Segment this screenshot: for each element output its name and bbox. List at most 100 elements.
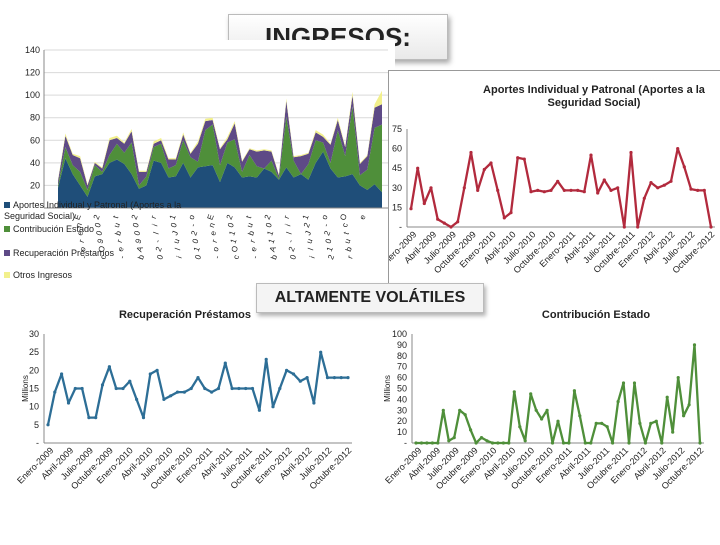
x-tick-char: E bbox=[206, 213, 216, 221]
x-tick-char: b bbox=[344, 245, 354, 253]
x-tick-char: 1 bbox=[267, 237, 277, 245]
y-tick-label: 30 bbox=[29, 329, 39, 339]
x-tick-char: e bbox=[249, 245, 259, 253]
x-tick-char: 0 bbox=[93, 221, 103, 229]
x-tick-char: 2 bbox=[326, 253, 336, 261]
x-tick-char: l bbox=[173, 247, 182, 252]
x-tick-char: 1 bbox=[168, 213, 178, 221]
data-point bbox=[271, 405, 275, 409]
data-point bbox=[474, 441, 478, 445]
x-tick-char: 2 bbox=[263, 213, 273, 221]
x-tick-char: l bbox=[306, 247, 315, 252]
y-tick-label: 10 bbox=[29, 402, 39, 412]
x-tick-char: i bbox=[175, 255, 184, 260]
data-point bbox=[312, 401, 316, 405]
y-tick-label: 100 bbox=[392, 329, 407, 339]
data-point bbox=[600, 421, 604, 425]
x-tick-char: O bbox=[97, 245, 108, 254]
aportes-svg: Aportes Individual y Patronal (Aportes a… bbox=[378, 84, 716, 275]
x-tick-char: b bbox=[246, 229, 256, 237]
data-point bbox=[425, 441, 429, 445]
data-point bbox=[698, 441, 702, 445]
data-point bbox=[627, 441, 631, 445]
legend-label: Otros Ingresos bbox=[13, 270, 73, 280]
x-tick-char: c bbox=[231, 254, 241, 261]
data-point bbox=[567, 441, 571, 445]
y-tick-label: 100 bbox=[25, 90, 40, 100]
data-point bbox=[66, 401, 71, 405]
x-tick-char: u bbox=[305, 238, 315, 245]
y-tick-label: 80 bbox=[30, 113, 40, 123]
data-point bbox=[196, 376, 200, 380]
area-series-1 bbox=[58, 106, 382, 197]
data-point bbox=[419, 441, 424, 445]
data-point bbox=[203, 386, 207, 391]
data-point bbox=[512, 390, 516, 394]
y-tick-label: 90 bbox=[397, 340, 407, 350]
data-point bbox=[662, 183, 666, 187]
legend-label-cont: Seguridad Social) bbox=[4, 211, 75, 221]
data-point bbox=[629, 150, 633, 155]
x-tick-char: 0 bbox=[226, 221, 236, 229]
data-point bbox=[264, 357, 268, 361]
x-tick-char: - bbox=[117, 254, 126, 260]
chart-title: Seguridad Social) bbox=[548, 97, 641, 109]
x-tick-char: t bbox=[244, 214, 253, 220]
x-tick-char: 1 bbox=[265, 229, 275, 237]
data-point bbox=[414, 441, 418, 445]
x-tick-char: o bbox=[187, 213, 197, 221]
x-tick-char: b bbox=[136, 253, 146, 261]
data-point bbox=[636, 225, 640, 229]
data-point bbox=[649, 421, 653, 425]
legend-swatch bbox=[4, 272, 10, 278]
y-tick-label: 75 bbox=[392, 124, 402, 134]
data-point bbox=[696, 188, 700, 192]
x-tick-char: 0 bbox=[131, 221, 141, 229]
data-point bbox=[687, 403, 691, 407]
data-point bbox=[291, 372, 296, 376]
data-point bbox=[594, 421, 598, 425]
x-tick-char: 0 bbox=[264, 221, 274, 229]
data-point bbox=[237, 386, 241, 391]
y-tick-label: 50 bbox=[397, 384, 407, 394]
data-point bbox=[643, 441, 647, 445]
y-tick-label: - bbox=[399, 222, 402, 232]
data-point bbox=[550, 441, 555, 445]
data-point bbox=[436, 441, 440, 445]
legend-item: Aportes Individual y Patronal (Aportes a… bbox=[4, 200, 181, 221]
x-tick-char: A bbox=[135, 244, 146, 253]
x-tick-char: n bbox=[74, 222, 84, 229]
data-point bbox=[430, 441, 434, 445]
data-point bbox=[523, 439, 527, 443]
data-point bbox=[682, 414, 686, 418]
x-tick-char: 2 bbox=[302, 221, 312, 229]
x-tick-char: e bbox=[75, 229, 85, 237]
x-tick-char: A bbox=[268, 244, 279, 253]
data-point bbox=[462, 186, 466, 190]
x-tick-char: o bbox=[78, 245, 88, 253]
x-tick-char: 0 bbox=[193, 253, 203, 261]
data-point bbox=[489, 161, 493, 165]
data-point bbox=[128, 379, 132, 383]
data-point bbox=[682, 165, 686, 169]
y-tick-label: 70 bbox=[397, 362, 407, 372]
data-point bbox=[502, 216, 506, 220]
x-tick-char: J bbox=[170, 230, 180, 237]
data-point bbox=[319, 350, 323, 354]
data-point bbox=[534, 408, 538, 412]
x-tick-char: 2 bbox=[130, 213, 140, 221]
data-point bbox=[346, 376, 350, 380]
legend-item: Recuperación Préstamos bbox=[4, 248, 115, 258]
data-point bbox=[441, 408, 445, 412]
x-tick-char: 9 bbox=[134, 237, 144, 245]
data-point bbox=[182, 390, 186, 394]
x-tick-char: t bbox=[111, 214, 120, 220]
data-point bbox=[518, 425, 522, 429]
aportes-line-chart: Aportes Individual y Patronal (Aportes a… bbox=[378, 70, 720, 310]
data-point bbox=[452, 436, 456, 440]
x-tick-char: 2 bbox=[189, 229, 199, 237]
x-tick-char: 1 bbox=[325, 245, 335, 253]
x-tick-char: 9 bbox=[96, 237, 106, 245]
x-tick-char: 0 bbox=[132, 229, 142, 237]
data-point bbox=[100, 383, 105, 387]
